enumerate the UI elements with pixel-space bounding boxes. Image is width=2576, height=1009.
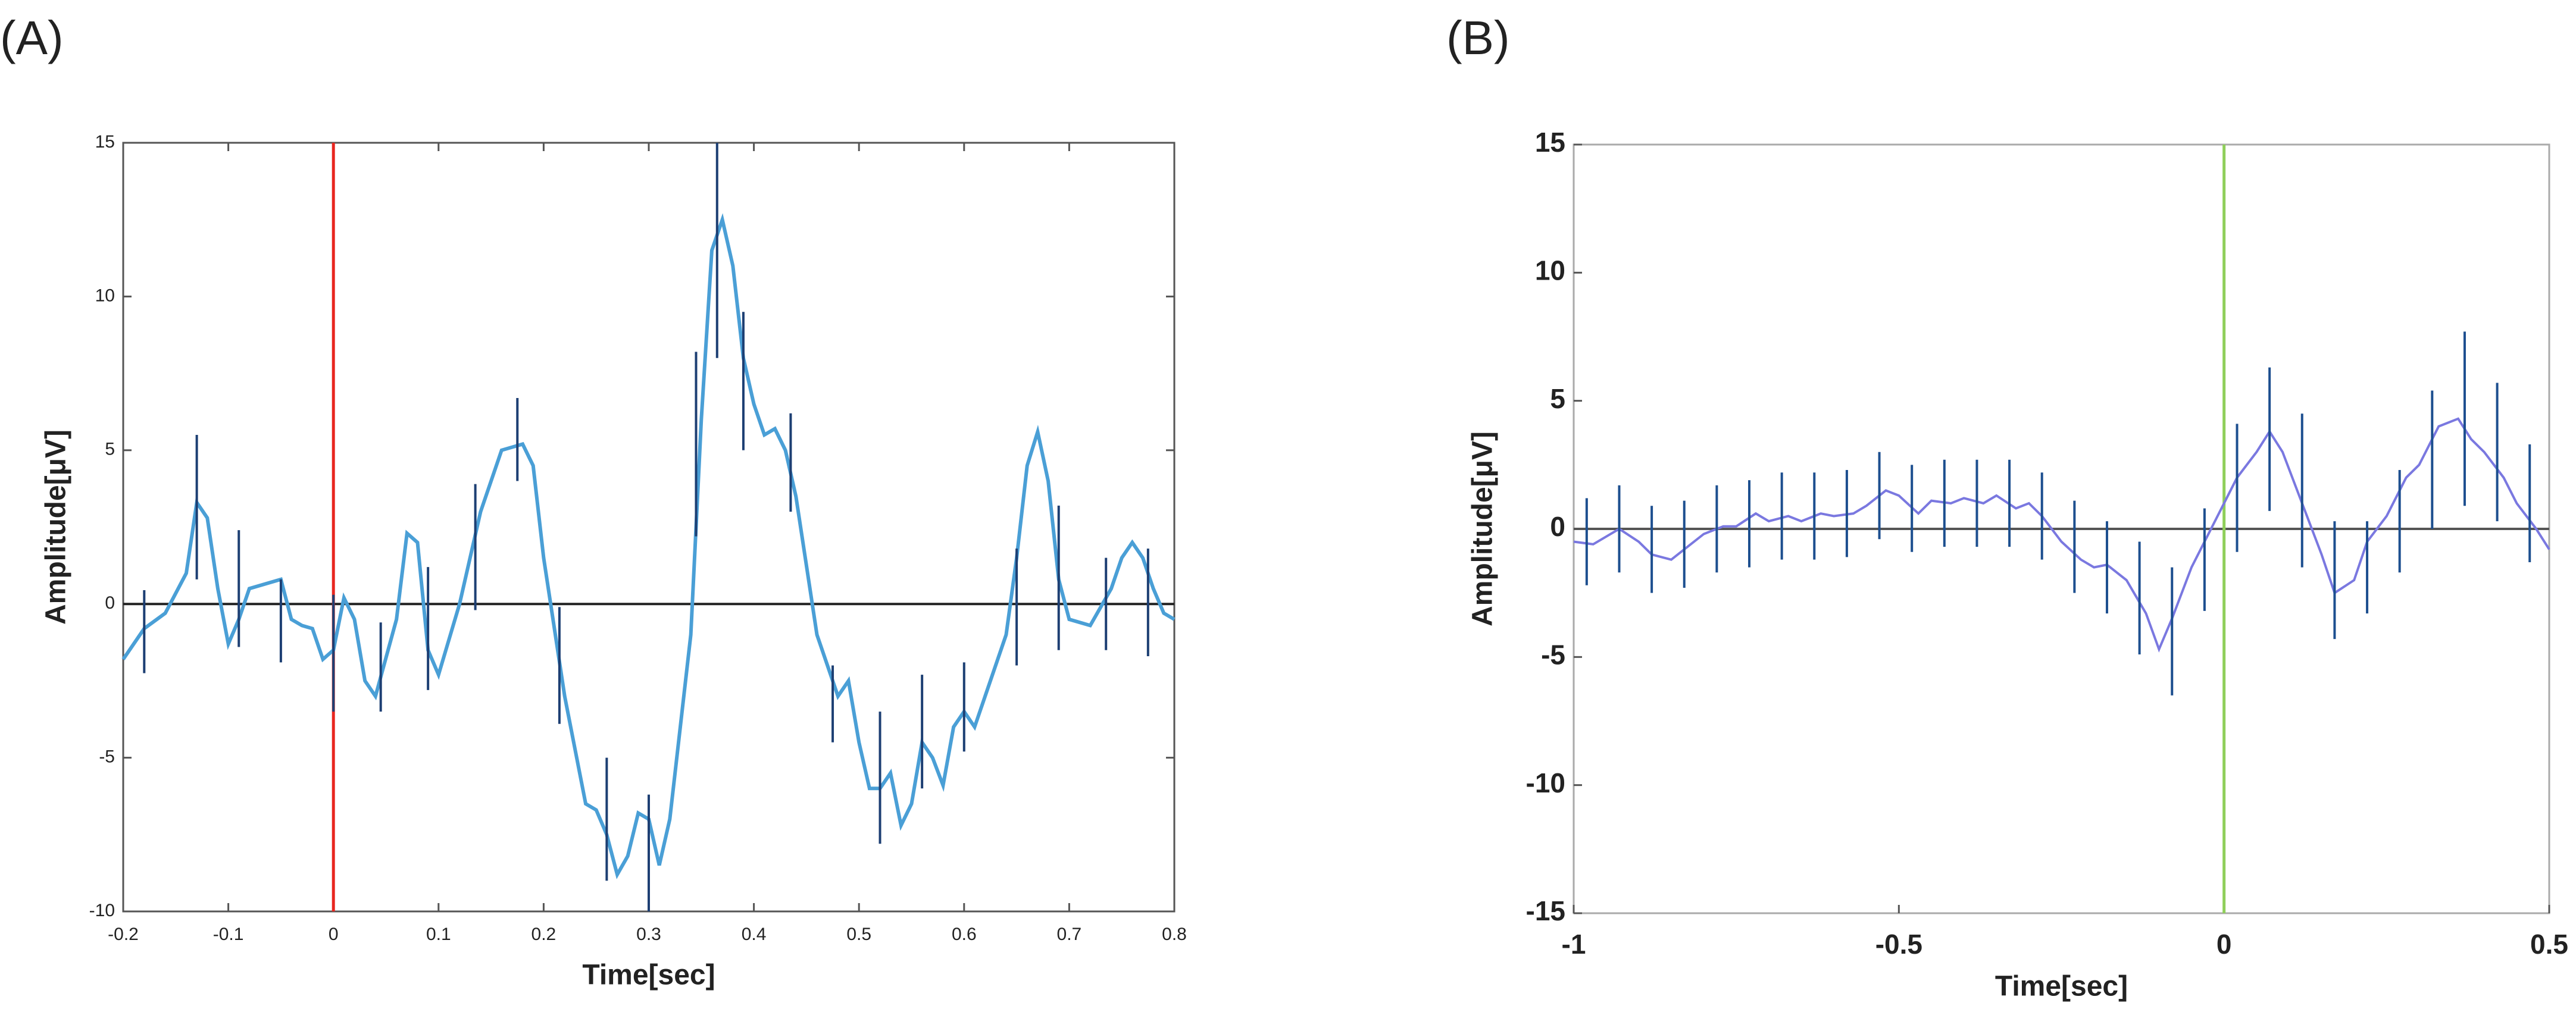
x-tick-label: 0.8	[1162, 925, 1187, 944]
y-axis-label: Amplitude[μV]	[1467, 431, 1499, 626]
x-axis-label: Time[sec]	[582, 960, 715, 991]
x-tick-label: -0.2	[108, 925, 139, 944]
y-tick-label: 15	[1535, 127, 1565, 158]
x-tick-label: 0.5	[846, 925, 871, 944]
y-tick-label: 5	[1550, 383, 1565, 414]
x-tick-label: -0.1	[213, 925, 244, 944]
x-tick-label: -1	[1562, 929, 1586, 960]
x-axis-label: Time[sec]	[1995, 971, 2128, 1002]
data-line	[121, 213, 1176, 879]
y-tick-label: 10	[95, 286, 115, 305]
x-tick-label: 0	[2217, 929, 2232, 960]
y-tick-label: 0	[1550, 511, 1565, 542]
y-tick-label: -5	[1541, 639, 1565, 670]
panel-label: (A)	[0, 11, 64, 64]
y-tick-label: -15	[1526, 895, 1565, 926]
y-tick-label: -10	[1526, 767, 1565, 798]
x-tick-label: -0.5	[1875, 929, 1922, 960]
y-axis-label: Amplitude[μV]	[40, 430, 72, 625]
y-tick-label: 15	[95, 132, 115, 152]
x-tick-label: 0.1	[426, 925, 451, 944]
y-tick-label: -10	[89, 901, 115, 920]
y-tick-label: 5	[105, 440, 115, 459]
panel-label: (B)	[1446, 11, 1510, 64]
x-tick-label: 0.5	[2530, 929, 2568, 960]
x-tick-label: 0.3	[636, 925, 661, 944]
y-tick-label: 0	[105, 593, 115, 613]
x-tick-label: 0.4	[742, 925, 767, 944]
x-tick-label: 0.6	[952, 925, 977, 944]
data-line	[1573, 417, 2550, 653]
y-tick-label: 10	[1535, 255, 1565, 286]
x-tick-label: 0.2	[532, 925, 557, 944]
x-tick-label: 0	[329, 925, 339, 944]
x-tick-label: 0.7	[1057, 925, 1082, 944]
y-tick-label: -5	[99, 747, 115, 767]
